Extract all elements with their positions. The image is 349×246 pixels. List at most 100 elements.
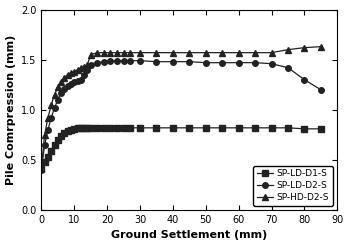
- SP-LD-D1-S: [72, 127, 76, 130]
- SP-HD-D2-S: [89, 53, 93, 56]
- SP-HD-D2-S: [39, 167, 43, 169]
- SP-LD-D2-S: [204, 61, 208, 64]
- SP-LD-D1-S: [75, 126, 80, 129]
- SP-LD-D2-S: [269, 62, 274, 65]
- SP-LD-D2-S: [49, 116, 53, 119]
- SP-LD-D2-S: [187, 60, 192, 63]
- SP-HD-D2-S: [43, 133, 47, 136]
- SP-LD-D1-S: [89, 126, 93, 129]
- SP-LD-D1-S: [39, 168, 43, 170]
- SP-HD-D2-S: [187, 51, 192, 54]
- SP-HD-D2-S: [302, 46, 306, 49]
- SP-LD-D2-S: [138, 59, 142, 62]
- SP-LD-D2-S: [75, 79, 80, 82]
- SP-HD-D2-S: [59, 80, 63, 83]
- SP-HD-D2-S: [69, 71, 73, 74]
- Y-axis label: Pile Comrpression (mm): Pile Comrpression (mm): [6, 35, 16, 185]
- SP-LD-D1-S: [154, 126, 158, 129]
- SP-HD-D2-S: [286, 48, 290, 51]
- SP-HD-D2-S: [46, 116, 50, 119]
- SP-LD-D1-S: [128, 126, 132, 129]
- SP-HD-D2-S: [85, 63, 89, 66]
- SP-LD-D1-S: [56, 138, 60, 141]
- SP-LD-D1-S: [204, 126, 208, 129]
- SP-HD-D2-S: [66, 73, 70, 76]
- SP-LD-D2-S: [82, 73, 86, 76]
- SP-HD-D2-S: [128, 51, 132, 54]
- SP-HD-D2-S: [75, 68, 80, 71]
- SP-LD-D2-S: [39, 169, 43, 171]
- SP-LD-D2-S: [72, 80, 76, 83]
- SP-LD-D1-S: [49, 149, 53, 152]
- SP-LD-D2-S: [102, 60, 106, 63]
- SP-HD-D2-S: [121, 51, 126, 54]
- Line: SP-LD-D1-S: SP-LD-D1-S: [39, 125, 324, 172]
- SP-HD-D2-S: [253, 51, 257, 54]
- SP-LD-D1-S: [95, 126, 99, 129]
- SP-LD-D1-S: [79, 126, 83, 129]
- SP-HD-D2-S: [138, 51, 142, 54]
- SP-HD-D2-S: [237, 51, 241, 54]
- SP-LD-D2-S: [319, 88, 323, 91]
- SP-LD-D1-S: [115, 126, 119, 129]
- SP-LD-D2-S: [302, 78, 306, 81]
- SP-LD-D2-S: [56, 98, 60, 101]
- SP-HD-D2-S: [102, 51, 106, 54]
- SP-LD-D2-S: [171, 60, 175, 63]
- SP-LD-D2-S: [43, 143, 47, 146]
- SP-LD-D2-S: [237, 61, 241, 64]
- SP-LD-D2-S: [66, 84, 70, 87]
- SP-LD-D2-S: [85, 68, 89, 71]
- SP-HD-D2-S: [56, 85, 60, 88]
- SP-HD-D2-S: [115, 51, 119, 54]
- SP-HD-D2-S: [49, 103, 53, 106]
- SP-LD-D2-S: [115, 59, 119, 62]
- Line: SP-LD-D2-S: SP-LD-D2-S: [39, 58, 324, 173]
- SP-HD-D2-S: [62, 76, 66, 79]
- Line: SP-HD-D2-S: SP-HD-D2-S: [39, 44, 324, 171]
- SP-LD-D1-S: [102, 126, 106, 129]
- SP-LD-D1-S: [220, 126, 224, 129]
- SP-LD-D1-S: [52, 143, 57, 146]
- SP-LD-D2-S: [52, 106, 57, 109]
- Legend: SP-LD-D1-S, SP-LD-D2-S, SP-HD-D2-S: SP-LD-D1-S, SP-LD-D2-S, SP-HD-D2-S: [253, 166, 333, 205]
- SP-HD-D2-S: [269, 51, 274, 54]
- SP-HD-D2-S: [72, 70, 76, 73]
- SP-LD-D2-S: [128, 59, 132, 62]
- SP-HD-D2-S: [204, 51, 208, 54]
- SP-LD-D1-S: [69, 128, 73, 131]
- SP-LD-D1-S: [269, 126, 274, 129]
- SP-LD-D1-S: [319, 127, 323, 130]
- SP-LD-D2-S: [108, 59, 112, 62]
- SP-LD-D2-S: [121, 59, 126, 62]
- SP-LD-D2-S: [79, 78, 83, 81]
- SP-HD-D2-S: [319, 45, 323, 48]
- SP-LD-D2-S: [59, 91, 63, 94]
- SP-HD-D2-S: [108, 51, 112, 54]
- SP-LD-D1-S: [82, 126, 86, 129]
- SP-LD-D1-S: [171, 126, 175, 129]
- SP-LD-D2-S: [154, 60, 158, 63]
- SP-LD-D1-S: [85, 126, 89, 129]
- SP-LD-D1-S: [121, 126, 126, 129]
- SP-LD-D2-S: [220, 61, 224, 64]
- SP-LD-D2-S: [286, 66, 290, 69]
- SP-LD-D2-S: [69, 82, 73, 85]
- X-axis label: Ground Settlement (mm): Ground Settlement (mm): [111, 231, 267, 240]
- SP-LD-D1-S: [59, 134, 63, 137]
- SP-HD-D2-S: [220, 51, 224, 54]
- SP-LD-D1-S: [108, 126, 112, 129]
- SP-HD-D2-S: [154, 51, 158, 54]
- SP-LD-D1-S: [43, 160, 47, 163]
- SP-LD-D2-S: [62, 87, 66, 90]
- SP-LD-D1-S: [66, 129, 70, 132]
- SP-LD-D1-S: [138, 126, 142, 129]
- SP-LD-D2-S: [89, 63, 93, 66]
- SP-LD-D1-S: [302, 127, 306, 130]
- SP-LD-D1-S: [46, 155, 50, 158]
- SP-HD-D2-S: [52, 93, 57, 96]
- SP-HD-D2-S: [82, 65, 86, 68]
- SP-LD-D2-S: [46, 128, 50, 131]
- SP-HD-D2-S: [79, 66, 83, 69]
- SP-LD-D1-S: [237, 126, 241, 129]
